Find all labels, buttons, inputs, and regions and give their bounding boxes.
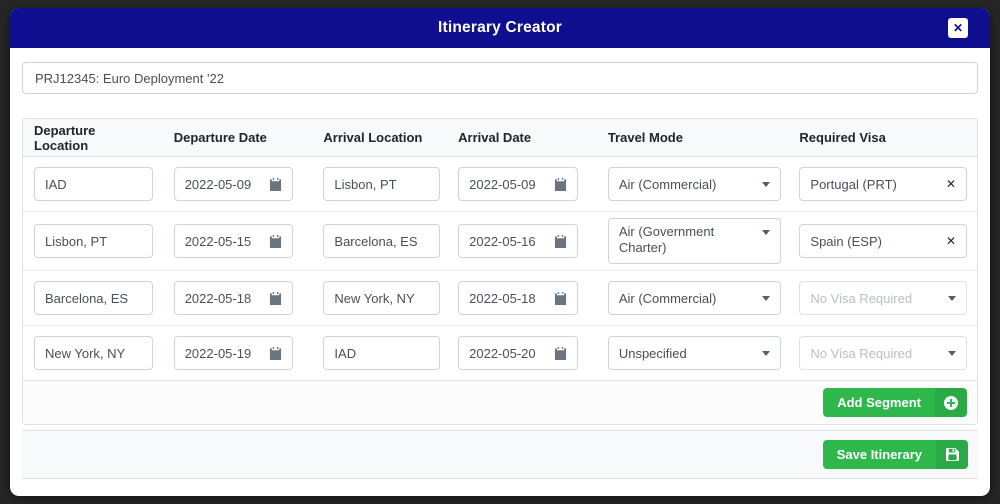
travel-mode-value: Air (Government Charter) — [618, 224, 715, 256]
required-visa-field[interactable]: Spain (ESP) ✕ — [799, 224, 967, 258]
required-visa-value: Spain (ESP) — [810, 233, 882, 249]
save-itinerary-label: Save Itinerary — [836, 447, 922, 462]
travel-mode-select[interactable]: Air (Commercial) — [607, 281, 782, 315]
calendar-icon[interactable] — [554, 234, 567, 248]
modal-body: Departure Location Departure Date Arriva… — [10, 48, 990, 425]
segment-row-2: 2022-05-15 2022-05-16 — [23, 212, 977, 271]
travel-mode-value: Air (Commercial) — [618, 290, 717, 306]
departure-date-value: 2022-05-09 — [184, 176, 252, 192]
table-header-row: Departure Location Departure Date Arriva… — [23, 119, 977, 157]
caret-down-icon — [762, 295, 771, 301]
column-header-arrival-date: Arrival Date — [458, 130, 532, 145]
save-itinerary-button[interactable]: Save Itinerary — [822, 440, 968, 469]
departure-date-field[interactable]: 2022-05-15 — [173, 224, 294, 258]
required-visa-select[interactable]: No Visa Required — [799, 336, 967, 370]
modal-title: Itinerary Creator — [437, 19, 562, 36]
arrival-date-field[interactable]: 2022-05-16 — [458, 224, 578, 258]
caret-down-icon — [948, 295, 956, 301]
departure-location-input[interactable] — [34, 281, 153, 315]
column-header-arrival-location: Arrival Location — [323, 130, 423, 145]
column-header-travel-mode: Travel Mode — [607, 130, 683, 145]
table-footer: Add Segment — [23, 381, 977, 424]
departure-date-field[interactable]: 2022-05-18 — [173, 281, 294, 315]
close-icon[interactable]: ✕ — [948, 18, 968, 38]
segment-row-1: 2022-05-09 2022-05-09 — [23, 157, 977, 212]
travel-mode-value: Air (Commercial) — [618, 176, 717, 192]
arrival-location-input[interactable] — [323, 281, 441, 315]
arrival-location-input[interactable] — [323, 224, 441, 258]
arrival-location-input[interactable] — [323, 336, 441, 370]
segment-row-4: 2022-05-19 2022-05-20 — [23, 326, 977, 381]
calendar-icon[interactable] — [554, 346, 567, 360]
departure-date-value: 2022-05-18 — [184, 290, 252, 306]
floppy-disk-icon — [936, 440, 968, 469]
caret-down-icon — [762, 181, 771, 187]
arrival-date-value: 2022-05-16 — [469, 233, 536, 249]
arrival-location-input[interactable] — [323, 167, 441, 201]
departure-date-value: 2022-05-15 — [184, 233, 252, 249]
calendar-icon[interactable] — [269, 234, 282, 248]
column-header-required-visa: Required Visa — [799, 130, 886, 145]
clear-visa-icon[interactable]: ✕ — [945, 177, 956, 191]
required-visa-value: Portugal (PRT) — [810, 176, 897, 192]
column-header-departure-date: Departure Date — [173, 130, 267, 145]
departure-date-field[interactable]: 2022-05-19 — [173, 336, 294, 370]
segment-row-3: 2022-05-18 2022-05-18 — [23, 271, 977, 326]
departure-location-input[interactable] — [34, 224, 153, 258]
column-header-departure-location: Departure Location — [34, 122, 96, 153]
arrival-date-value: 2022-05-18 — [469, 290, 536, 306]
calendar-icon[interactable] — [554, 291, 567, 305]
modal-header: Itinerary Creator ✕ — [10, 8, 990, 48]
required-visa-placeholder: No Visa Required — [810, 290, 913, 306]
departure-location-input[interactable] — [34, 167, 153, 201]
departure-location-input[interactable] — [34, 336, 153, 370]
arrival-date-value: 2022-05-20 — [469, 345, 536, 361]
plus-circle-icon — [935, 388, 967, 417]
required-visa-select[interactable]: No Visa Required — [799, 281, 967, 315]
calendar-icon[interactable] — [269, 177, 282, 191]
clear-visa-icon[interactable]: ✕ — [945, 234, 956, 248]
calendar-icon[interactable] — [269, 291, 282, 305]
arrival-date-field[interactable]: 2022-05-20 — [458, 336, 578, 370]
add-segment-button[interactable]: Add Segment — [823, 388, 967, 417]
arrival-date-field[interactable]: 2022-05-18 — [458, 281, 578, 315]
project-name-input[interactable] — [22, 62, 978, 94]
arrival-date-field[interactable]: 2022-05-09 — [458, 167, 578, 201]
modal-footer: Save Itinerary — [22, 430, 978, 479]
travel-mode-value: Unspecified — [618, 345, 687, 361]
arrival-date-value: 2022-05-09 — [469, 176, 536, 192]
travel-mode-select[interactable]: Unspecified — [607, 336, 782, 370]
caret-down-icon — [948, 350, 956, 356]
travel-mode-select[interactable]: Air (Commercial) — [607, 167, 782, 201]
add-segment-label: Add Segment — [837, 395, 921, 410]
calendar-icon[interactable] — [269, 346, 282, 360]
required-visa-placeholder: No Visa Required — [810, 345, 913, 361]
travel-mode-select[interactable]: Air (Government Charter) — [607, 218, 782, 264]
itinerary-creator-modal: Itinerary Creator ✕ Departure Location D… — [10, 8, 990, 496]
segments-table: Departure Location Departure Date Arriva… — [22, 118, 978, 425]
departure-date-value: 2022-05-19 — [184, 345, 252, 361]
departure-date-field[interactable]: 2022-05-09 — [173, 167, 294, 201]
calendar-icon[interactable] — [554, 177, 567, 191]
caret-down-icon — [762, 350, 771, 356]
caret-down-icon — [762, 230, 771, 235]
required-visa-field[interactable]: Portugal (PRT) ✕ — [799, 167, 967, 201]
